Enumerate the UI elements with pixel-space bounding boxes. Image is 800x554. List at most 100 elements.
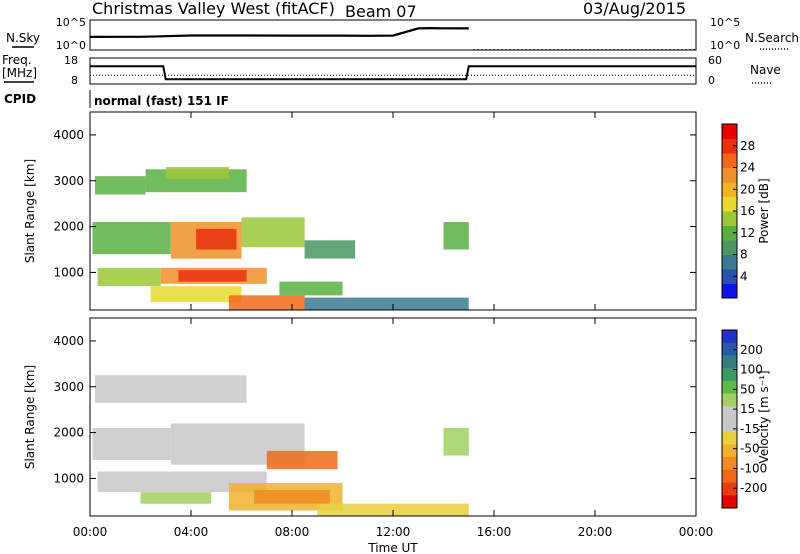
echo-region [228,295,305,310]
colorbar-swatch [722,124,737,139]
colorbar-swatch [722,254,737,270]
echo-region [241,217,305,248]
colorbar-swatch [722,283,737,299]
velocity-cbar-label: Velocity [m s⁻¹] [757,370,771,463]
velocity-panel: 1000 2000 3000 4000 Slant Range [km] [23,317,697,517]
colorbar-swatch [722,196,737,212]
echo-region [95,176,146,195]
power-y-ticks: 1000 2000 3000 4000 [53,128,696,279]
colorbar-swatch [722,380,737,395]
colorbar-swatch [722,495,737,509]
y-tick-label: 1000 [53,471,84,485]
colorbar-tick-label: -100 [740,461,767,475]
colorbar-swatch [722,167,737,183]
colorbar-tick-label: 20 [740,182,755,196]
colorbar-swatch [722,431,737,445]
power-colorbar: 4 8 12 16 20 24 28 [721,123,755,299]
colorbar-tick-label: 28 [740,139,755,153]
colorbar-tick-label: 200 [740,343,763,357]
x-tick-label: 08:00 [275,525,310,539]
colorbar-swatch [722,393,737,407]
echo-region [304,297,469,310]
echo-region [140,492,212,504]
nsky-label: N.Sky [6,31,40,45]
echo-region [95,375,247,403]
x-tick-label: 00:00 [73,525,108,539]
colorbar-swatch [722,368,737,382]
colorbar-swatch [722,138,737,154]
freq-unit-label: [MHz] [2,66,37,80]
colorbar-tick-label: 24 [740,161,755,175]
echo-region [196,228,237,250]
colorbar-swatch [722,225,737,241]
echo-region [317,503,469,516]
colorbar-swatch [722,444,737,458]
power-data [92,167,469,310]
cpid-label: CPID [4,92,36,106]
colorbar-swatch [722,153,737,168]
colorbar-swatch [722,469,737,484]
station-title: Christmas Valley West (fitACF) [92,0,335,18]
x-axis-ticks: 00:00 04:00 08:00 12:00 16:00 20:00 00:00 [73,112,713,539]
colorbar-tick-label: 50 [740,382,755,396]
freq-panel-frame [89,57,697,85]
noise-axis-top: 10^5 [56,16,86,29]
y-tick-label: 4000 [53,334,84,348]
colorbar-tick-label: -200 [740,481,767,495]
beam-label: Beam 07 [345,2,417,21]
y-tick-label: 1000 [53,265,84,279]
freq-series [90,65,696,81]
colorbar-swatch [722,419,737,433]
power-cbar-label: Power [dB] [757,178,771,243]
colorbar-swatch [722,355,737,369]
colorbar-swatch [722,182,737,197]
colorbar-tick-label: 12 [740,226,755,240]
y-tick-label: 3000 [53,380,84,394]
colorbar-tick-label: 4 [740,269,748,283]
colorbar-tick-label: -50 [740,442,760,456]
power-ylabel: Slant Range [km] [23,159,37,263]
freq-axis-bottom: 8 [71,74,78,87]
velocity-colorbar: 200 100 50 15 -15 -50 -100 -200 [721,329,767,509]
noise-axis-bottom: 10^0 [56,39,86,52]
echo-region [97,471,267,493]
cpid-text: normal (fast) 151 IF [94,94,229,108]
nave-axis-bottom: 0 [708,74,715,87]
nsky-line [89,26,469,38]
echo-region [92,428,171,461]
velocity-y-ticks: 1000 2000 3000 4000 [53,334,696,485]
velocity-data [92,375,469,516]
power-panel: 1000 2000 3000 4000 Slant Range [km] [23,111,697,311]
echo-region [150,286,242,303]
colorbar-swatch [722,406,737,420]
noise-panel-frame [89,19,697,51]
echo-region [266,450,338,470]
echo-region [443,222,469,250]
echo-region [254,489,330,504]
echo-region [165,167,229,179]
colorbar-tick-label: -15 [740,422,760,436]
colorbar-tick-label: 15 [740,402,755,416]
freq-line [90,65,696,81]
freq-axis-top: 18 [64,54,78,67]
colorbar-swatch [722,482,737,496]
x-tick-label: 04:00 [174,525,209,539]
date-label: 03/Aug/2015 [583,0,686,18]
nave-axis-top: 60 [708,54,722,67]
colorbar-swatch [722,457,737,471]
velocity-ylabel: Slant Range [km] [23,365,37,469]
colorbar-tick-label: 8 [740,248,748,262]
echo-region [97,267,161,287]
x-tick-label: 20:00 [578,525,613,539]
colorbar-tick-label: 16 [740,204,755,218]
nave-label: Nave [750,63,781,77]
x-tick-label: 16:00 [477,525,512,539]
noise-axis-top-right: 10^5 [710,16,740,29]
echo-region [279,281,343,296]
colorbar-swatch [722,240,737,255]
x-tick-label: 12:00 [376,525,411,539]
y-tick-label: 2000 [53,220,84,234]
echo-region [178,270,247,282]
colorbar-swatch [722,342,737,356]
